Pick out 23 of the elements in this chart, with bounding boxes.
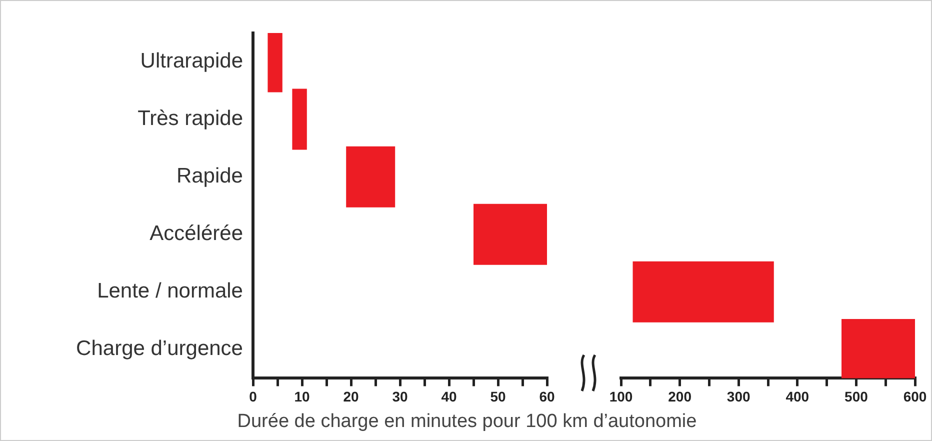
x-tick-label: 200 (668, 388, 692, 404)
x-tick-label: 60 (539, 388, 555, 404)
x-tick-label: 400 (786, 388, 810, 404)
x-tick-label: 40 (441, 388, 457, 404)
bar (346, 146, 396, 208)
bar (292, 88, 307, 150)
y-tick-label: Ultrarapide (140, 50, 243, 73)
y-tick-label: Charge d’urgence (76, 337, 243, 360)
x-tick-label: 30 (392, 388, 408, 404)
y-tick-label: Très rapide (138, 107, 243, 130)
x-tick-label: 50 (490, 388, 506, 404)
y-tick-label: Lente / normale (97, 280, 243, 303)
y-tick-label: Rapide (176, 164, 243, 188)
x-tick-label: 20 (343, 388, 359, 404)
y-tick-label: Accélérée (150, 222, 243, 246)
bar (474, 204, 547, 265)
x-tick-label: 10 (294, 388, 310, 404)
x-tick-label: 100 (609, 388, 633, 404)
x-tick-label: 0 (249, 388, 258, 404)
x-tick-label: 500 (844, 388, 868, 404)
x-axis-title: Durée de charge en minutes pour 100 km d’autonomie (236, 411, 698, 433)
x-tick-label: 300 (726, 388, 750, 404)
x-tick-label: 600 (903, 388, 927, 404)
